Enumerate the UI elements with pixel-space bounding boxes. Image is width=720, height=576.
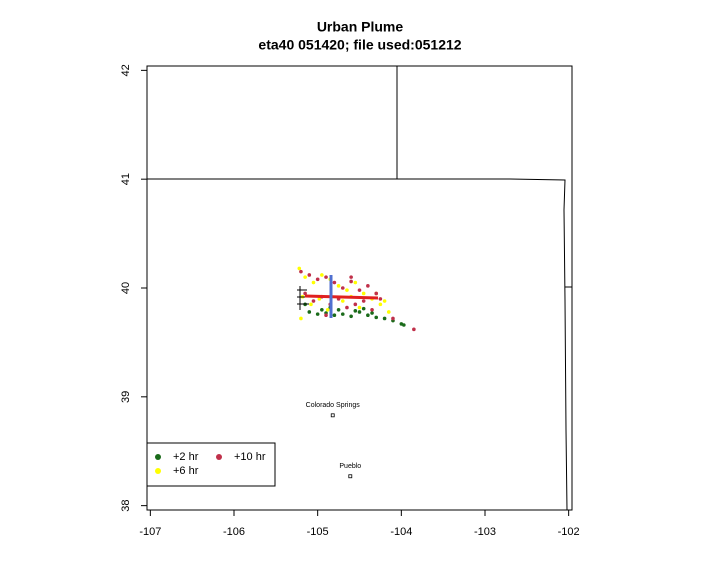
plume-point — [382, 299, 387, 303]
plume-point — [311, 299, 316, 303]
plume-point — [345, 288, 349, 292]
plume-point — [402, 323, 406, 327]
plume-point — [303, 275, 307, 279]
x-tick-label: -105 — [307, 526, 329, 538]
plume-point — [361, 291, 366, 296]
city-marker — [330, 413, 335, 418]
plume-point — [340, 312, 345, 316]
plume-point — [386, 310, 391, 314]
legend-marker — [155, 468, 161, 474]
plume-point — [317, 297, 322, 301]
plume-point — [378, 302, 383, 307]
plume-point — [309, 302, 313, 307]
plume-point — [370, 311, 374, 315]
plume-point — [391, 316, 395, 321]
colorado-border — [147, 178, 568, 511]
y-tick-label: 41 — [120, 173, 132, 185]
plume-point — [320, 307, 324, 312]
plume-point — [320, 273, 324, 277]
plume-point — [303, 291, 307, 296]
city-marker — [348, 474, 353, 479]
plume-point — [353, 309, 358, 313]
legend-label: +6 hr — [173, 465, 199, 477]
y-tick-label: 38 — [120, 500, 132, 512]
black-arrows — [297, 286, 309, 310]
legend-marker — [216, 454, 222, 460]
plume-point — [361, 306, 366, 311]
plume-point — [340, 299, 345, 303]
y-tick-label: 42 — [120, 64, 132, 76]
plume-point — [412, 327, 416, 332]
plume-point — [374, 315, 379, 320]
state-boundaries — [147, 66, 572, 511]
plume-point — [353, 280, 358, 285]
plume-point — [307, 273, 312, 277]
red-vector — [304, 294, 379, 300]
plume-point — [366, 313, 370, 318]
legend — [146, 442, 276, 487]
plume-point — [345, 305, 349, 310]
plume-point — [353, 302, 358, 307]
y-tick-label: 40 — [120, 282, 132, 294]
legend-marker — [155, 454, 161, 460]
plume-point — [357, 288, 362, 292]
plume-point — [370, 307, 374, 312]
legend-label: +2 hr — [173, 451, 199, 463]
plume-point — [378, 297, 383, 301]
plume-points — [297, 266, 416, 332]
plume-point — [357, 305, 362, 310]
plume-point — [325, 307, 330, 312]
x-tick-label: -102 — [558, 526, 580, 538]
x-tick-label: -103 — [474, 526, 496, 538]
legend-label: +10 hr — [234, 451, 266, 463]
plume-point — [336, 284, 341, 288]
chart-subtitle: eta40 051420; file used:051212 — [258, 37, 461, 53]
plume-point — [382, 316, 387, 321]
plume-point — [349, 275, 353, 279]
plume-point — [299, 269, 303, 274]
plume-point — [324, 313, 328, 318]
plume-point — [332, 313, 337, 318]
plume-point — [299, 316, 303, 321]
x-tick-label: -104 — [390, 526, 412, 538]
plume-point — [315, 312, 320, 316]
plume-point — [349, 314, 353, 319]
chart-title: Urban Plume — [317, 19, 404, 35]
y-tick-label: 39 — [120, 391, 132, 403]
x-tick-label: -107 — [139, 526, 161, 538]
city-label: Colorado Springs — [306, 402, 361, 409]
wind-vectors — [297, 275, 379, 318]
plume-point — [324, 275, 328, 279]
plume-point — [340, 286, 345, 290]
plume-point — [307, 310, 312, 314]
x-tick-label: -106 — [223, 526, 245, 538]
plume-point — [366, 284, 370, 288]
plume-point — [361, 299, 366, 303]
city-label: Pueblo — [339, 463, 361, 470]
plume-point — [297, 266, 302, 271]
plume-point — [374, 291, 379, 296]
plume-point — [349, 279, 353, 284]
plume-point — [332, 280, 337, 285]
plume-point — [357, 310, 362, 314]
plume-point — [336, 307, 341, 312]
plume-point — [315, 277, 320, 282]
plume-point — [311, 280, 316, 285]
